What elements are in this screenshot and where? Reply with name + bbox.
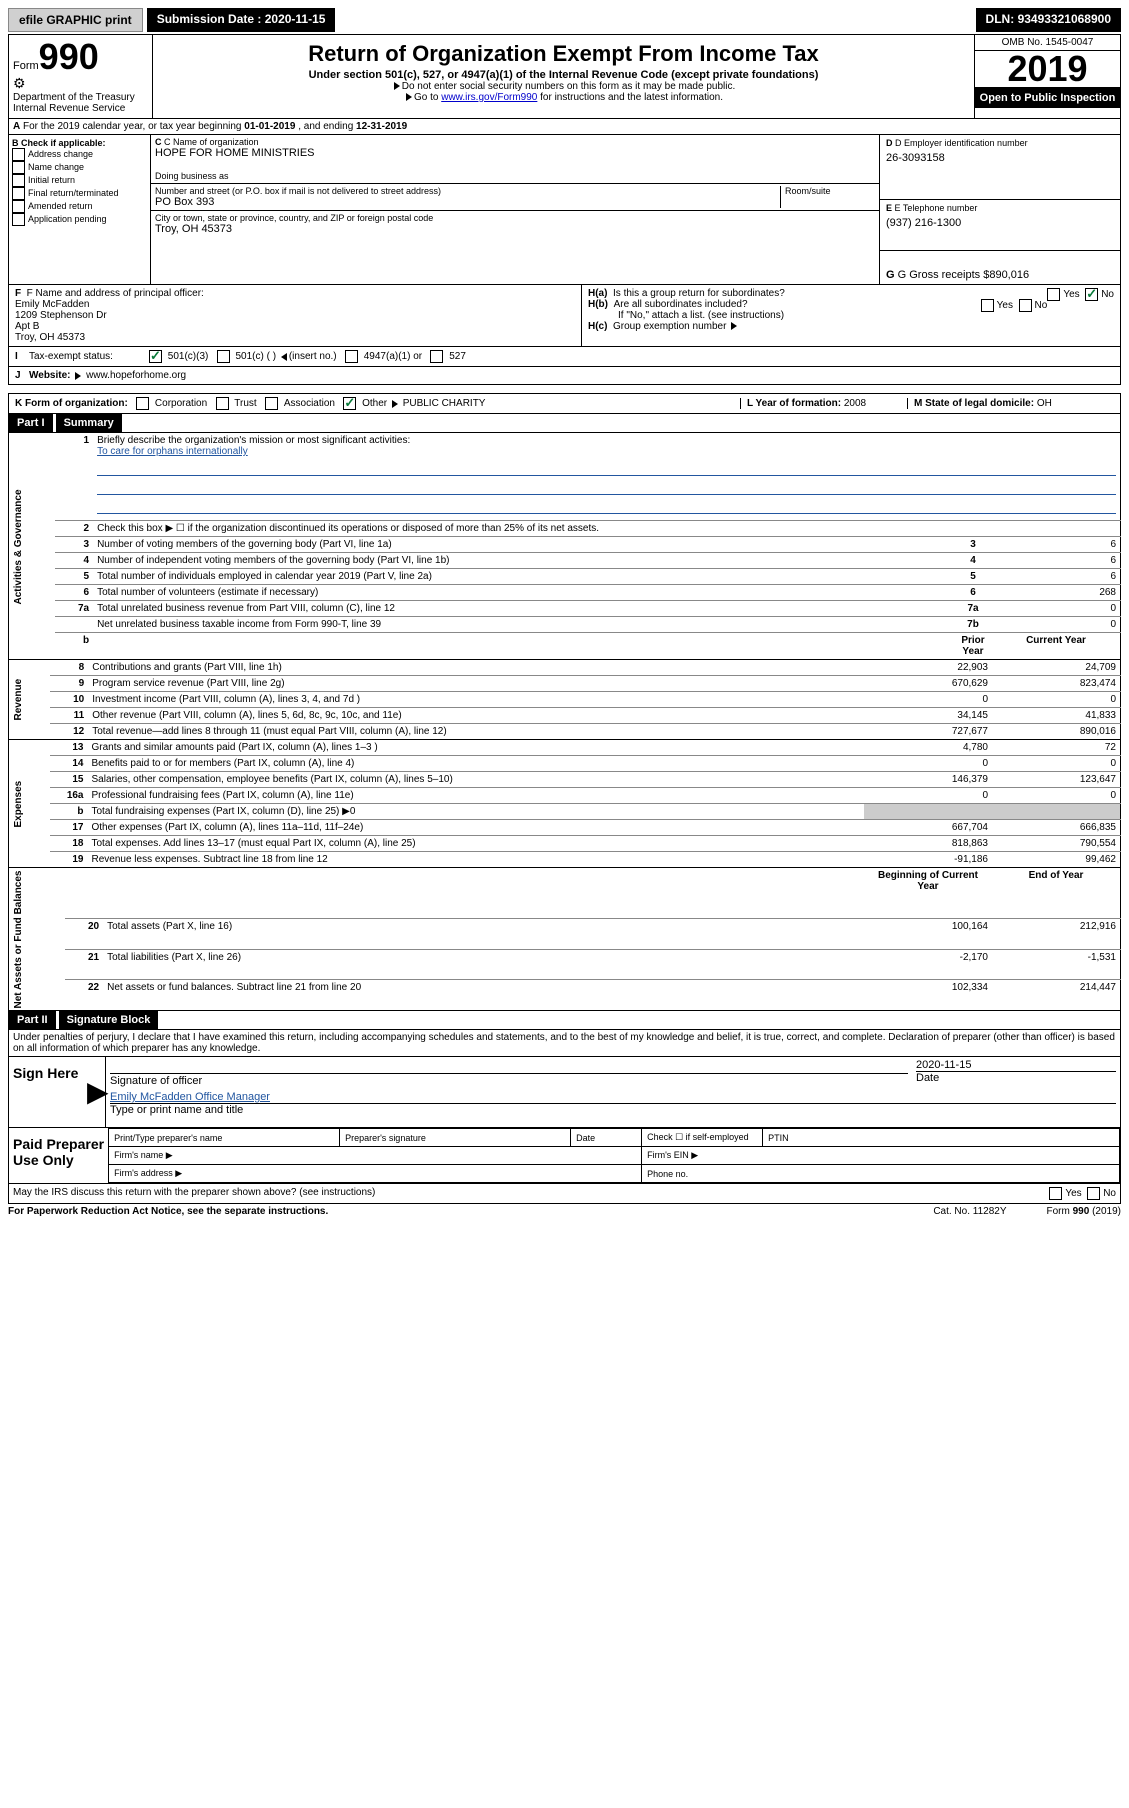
- chk-4947[interactable]: [345, 350, 358, 363]
- perjury-declaration: Under penalties of perjury, I declare th…: [8, 1030, 1121, 1057]
- chk-other[interactable]: [343, 397, 356, 410]
- section-expenses: Expenses: [9, 740, 50, 868]
- ein: 26-3093158: [886, 148, 1114, 164]
- org-address: PO Box 393: [155, 196, 780, 208]
- part1-header: Part I: [9, 414, 53, 432]
- chk-trust[interactable]: [216, 397, 229, 410]
- efile-print-button[interactable]: efile GRAPHIC print: [8, 8, 143, 32]
- form-id-block: Form990 ⚙ Department of the Treasury Int…: [9, 35, 153, 118]
- submission-date-label: Submission Date : 2020-11-15: [147, 8, 336, 32]
- dln-label: DLN: 93493321068900: [976, 8, 1121, 32]
- section-governance: Activities & Governance: [9, 433, 56, 660]
- chk-discuss-yes[interactable]: [1049, 1187, 1062, 1200]
- footer-form: Form 990 (2019): [1047, 1206, 1121, 1217]
- footer-catno: Cat. No. 11282Y: [933, 1206, 1006, 1217]
- section-net-assets: Net Assets or Fund Balances: [9, 868, 66, 1011]
- irs-form990-link[interactable]: www.irs.gov/Form990: [441, 92, 537, 103]
- part1-title: Summary: [56, 414, 122, 432]
- omb-year-block: OMB No. 1545-0047 2019 Open to Public In…: [974, 35, 1120, 118]
- mission-text: To care for orphans internationally: [97, 446, 248, 457]
- chk-assoc[interactable]: [265, 397, 278, 410]
- chk-ha-yes[interactable]: [1047, 288, 1060, 301]
- part2-title: Signature Block: [59, 1011, 159, 1029]
- chk-501c[interactable]: [217, 350, 230, 363]
- paid-preparer-label: Paid Preparer Use Only: [9, 1128, 108, 1183]
- chk-amended-return[interactable]: [12, 200, 25, 213]
- officer-name: Emily McFadden Office Manager: [110, 1091, 1116, 1103]
- chk-hb-yes[interactable]: [981, 299, 994, 312]
- check-if-applicable: B Check if applicable: Address change Na…: [9, 135, 151, 284]
- part2-header: Part II: [9, 1011, 56, 1029]
- principal-officer: F F Name and address of principal office…: [9, 285, 582, 346]
- chk-527[interactable]: [430, 350, 443, 363]
- chk-hb-no[interactable]: [1019, 299, 1032, 312]
- tax-year-line: A For the 2019 calendar year, or tax yea…: [8, 119, 1121, 135]
- chk-name-change[interactable]: [12, 161, 25, 174]
- chk-corp[interactable]: [136, 397, 149, 410]
- chk-ha-no[interactable]: [1085, 288, 1098, 301]
- gross-receipts: 890,016: [989, 269, 1029, 281]
- sign-here-label: Sign Here: [9, 1057, 87, 1127]
- section-revenue: Revenue: [9, 660, 51, 740]
- telephone: (937) 216-1300: [886, 213, 1114, 229]
- chk-discuss-no[interactable]: [1087, 1187, 1100, 1200]
- chk-address-change[interactable]: [12, 148, 25, 161]
- footer-left: For Paperwork Reduction Act Notice, see …: [8, 1206, 328, 1217]
- chk-501c3[interactable]: [149, 350, 162, 363]
- website-url: www.hopeforhome.org: [86, 370, 186, 381]
- form-title-block: Return of Organization Exempt From Incom…: [153, 35, 974, 118]
- chk-final-return[interactable]: [12, 187, 25, 200]
- chk-initial-return[interactable]: [12, 174, 25, 187]
- chk-application-pending[interactable]: [12, 213, 25, 226]
- org-city: Troy, OH 45373: [155, 223, 875, 235]
- org-name: HOPE FOR HOME MINISTRIES: [155, 147, 875, 159]
